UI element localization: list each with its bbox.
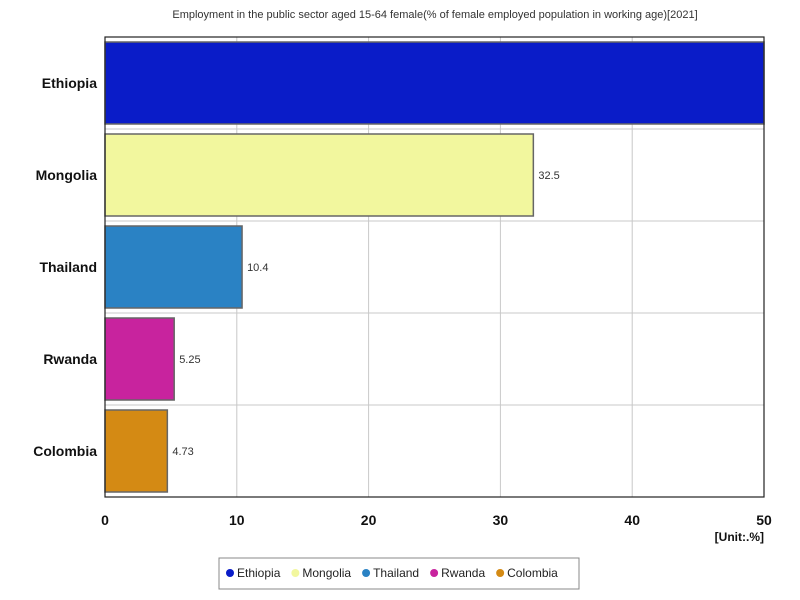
legend-swatch — [226, 569, 234, 577]
legend-item-rwanda: Rwanda — [430, 566, 485, 580]
x-tick-label: 50 — [756, 512, 772, 528]
legend-swatch — [291, 569, 300, 577]
category-label: Colombia — [33, 443, 97, 459]
legend-item-colombia: Colombia — [496, 566, 558, 580]
bar-ethiopia — [104, 41, 765, 125]
x-tick-labels: 0 10 20 30 40 50 — [101, 512, 772, 528]
legend-label: Mongolia — [302, 566, 351, 580]
x-tick-label: 10 — [229, 512, 245, 528]
x-tick-label: 40 — [624, 512, 640, 528]
category-labels: Ethiopia Mongolia Thailand Rwanda Colombia — [33, 75, 97, 459]
legend-items: Ethiopia Mongolia Thailand Rwanda Colombia — [226, 566, 558, 580]
legend-label: Colombia — [507, 566, 558, 580]
chart-title: Employment in the public sector aged 15-… — [172, 9, 697, 21]
legend-swatch — [362, 569, 371, 577]
legend-item-mongolia: Mongolia — [291, 566, 351, 580]
legend-box — [218, 557, 580, 590]
legend-label: Ethiopia — [237, 566, 281, 580]
category-label: Ethiopia — [42, 75, 97, 91]
legend-swatch — [496, 569, 505, 577]
category-label: Rwanda — [43, 351, 97, 367]
plot-border — [104, 36, 765, 498]
legend: Ethiopia Mongolia Thailand Rwanda Colombia — [218, 557, 580, 590]
legend-item-ethiopia: Ethiopia — [226, 566, 281, 580]
x-tick-label: 0 — [101, 512, 109, 528]
bars — [104, 41, 765, 493]
x-tick-label: 20 — [361, 512, 377, 528]
category-label: Mongolia — [36, 167, 98, 183]
value-label: 4.73 — [172, 446, 193, 458]
unit-label: [Unit:.%] — [715, 530, 764, 544]
legend-label: Thailand — [373, 566, 419, 580]
legend-item-thailand: Thailand — [362, 566, 419, 580]
x-tick-label: 30 — [493, 512, 509, 528]
value-label: 10.4 — [247, 262, 268, 274]
legend-label: Rwanda — [441, 566, 485, 580]
value-labels: 32.5 10.4 5.25 4.73 — [172, 170, 559, 458]
legend-swatch — [430, 569, 439, 577]
bar-colombia — [104, 409, 169, 493]
bar-mongolia — [104, 133, 535, 217]
value-label: 32.5 — [538, 170, 559, 182]
bar-rwanda — [104, 317, 175, 401]
bar-thailand — [104, 225, 243, 309]
value-label: 5.25 — [179, 354, 200, 366]
category-label: Thailand — [39, 259, 97, 275]
